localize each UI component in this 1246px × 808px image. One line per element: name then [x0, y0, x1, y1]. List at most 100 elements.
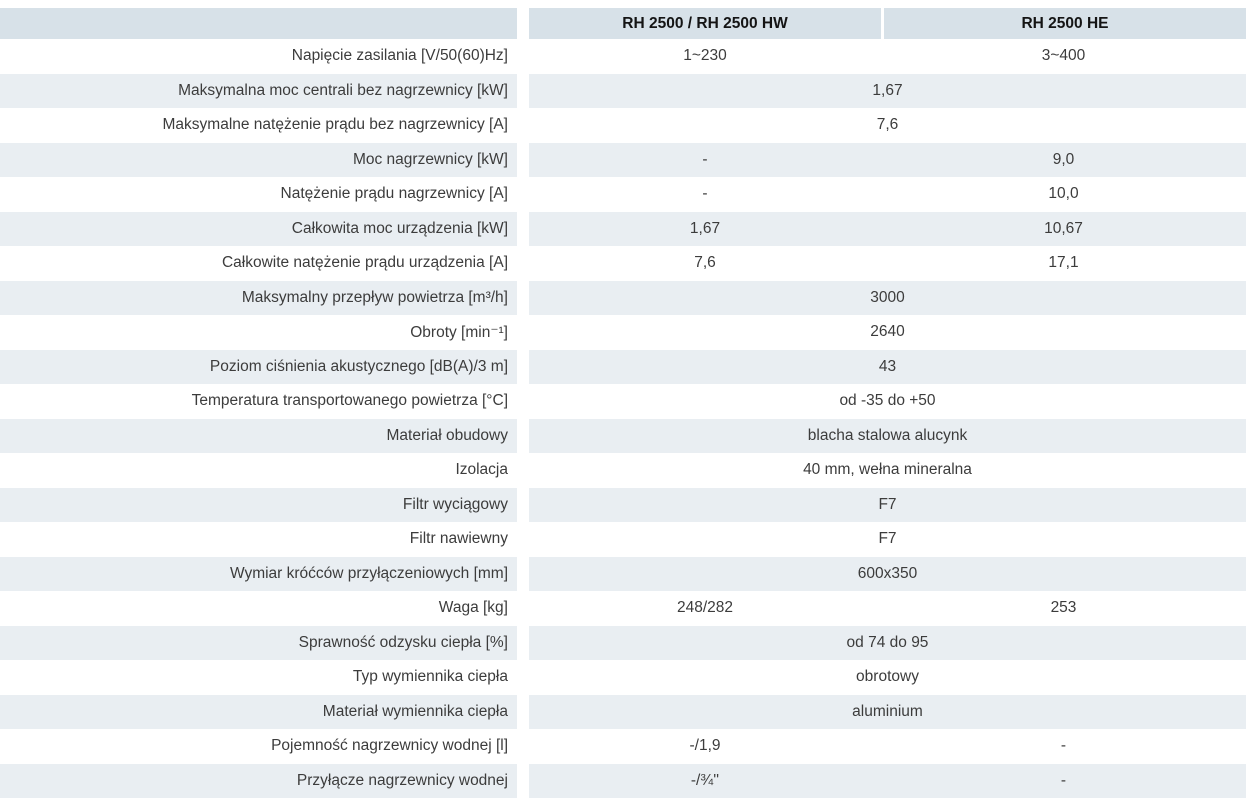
row-value-spanned: 3000: [870, 288, 905, 306]
row-values: 2640: [529, 315, 1246, 350]
table-row: Obroty [min⁻¹] 2640: [0, 315, 1246, 350]
row-label: Natężenie prądu nagrzewnicy [A]: [280, 185, 508, 203]
row-value-col2: -: [1060, 737, 1067, 755]
row-values: 7,6 17,1: [529, 246, 1246, 281]
row-label: Waga [kg]: [438, 599, 508, 617]
table-row: Waga [kg] 248/282 253: [0, 591, 1246, 626]
row-values: obrotowy: [529, 660, 1246, 695]
table-row: Temperatura transportowanego powietrza […: [0, 384, 1246, 419]
column-gutter: [517, 384, 529, 419]
row-label: Poziom ciśnienia akustycznego [dB(A)/3 m…: [0, 349, 517, 384]
table-row: Moc nagrzewnicy [kW] - 9,0: [0, 142, 1246, 177]
column-gutter: [517, 591, 529, 626]
table-row: Filtr nawiewny F7: [0, 522, 1246, 557]
row-values: F7: [529, 487, 1246, 522]
table-row: Napięcie zasilania [V/50(60)Hz] 1~230 3~40…: [0, 39, 1246, 74]
row-values: blacha stalowa alucynk: [529, 418, 1246, 453]
row-values: 40 mm, wełna mineralna: [529, 453, 1246, 488]
column-gutter: [517, 556, 529, 591]
row-label: Całkowita moc urządzenia [kW]: [0, 211, 517, 246]
row-value-spanned: 1,67: [872, 81, 903, 99]
row-value-spanned: 2640: [870, 323, 905, 341]
spec-table: RH 2500 / RH 2500 HW RH 2500 HE Napięcie…: [0, 8, 1246, 798]
row-values: 7,6: [529, 108, 1246, 143]
table-row: Typ wymiennika ciepła obrotowy: [0, 660, 1246, 695]
column-gutter: [517, 487, 529, 522]
row-value-spanned: 600x350: [857, 564, 918, 582]
table-row: Maksymalne natężenie prądu bez nagrzewni…: [0, 108, 1246, 143]
row-label: Pojemność nagrzewnicy wodnej [l]: [271, 737, 508, 755]
column-gutter: [517, 625, 529, 660]
column-gutter: [517, 39, 529, 74]
table-row: Całkowite natężenie prądu urządzenia [A]…: [0, 246, 1246, 281]
table-row: Izolacja 40 mm, wełna mineralna: [0, 453, 1246, 488]
row-value-spanned: F7: [878, 530, 897, 548]
row-label: Moc nagrzewnicy [kW]: [0, 142, 517, 177]
row-values: F7: [529, 522, 1246, 557]
row-values: - 9,0: [529, 142, 1246, 177]
row-label: Przyłącze nagrzewnicy wodnej: [0, 763, 517, 798]
row-values: 248/282 253: [529, 591, 1246, 626]
row-value-col1: -/¾'': [690, 771, 720, 789]
column-gutter: [517, 142, 529, 177]
row-values: 600x350: [529, 556, 1246, 591]
header-values: RH 2500 / RH 2500 HW RH 2500 HE: [529, 8, 1246, 39]
table-row: Całkowita moc urządzenia [kW] 1,67 10,67: [0, 211, 1246, 246]
row-value-col2: 17,1: [1048, 254, 1079, 272]
column-gutter: [517, 453, 529, 488]
row-value-spanned: obrotowy: [856, 668, 919, 686]
row-label: Typ wymiennika ciepła: [352, 668, 508, 686]
row-value-col1: 248/282: [676, 599, 734, 617]
table-row: Materiał wymiennika ciepła aluminium: [0, 694, 1246, 729]
row-value-col2: 9,0: [1052, 150, 1075, 168]
row-value-col1: -: [702, 150, 708, 168]
row-label: Izolacja: [455, 461, 508, 479]
column-header-model-1: RH 2500 / RH 2500 HW: [529, 8, 881, 39]
row-label: Całkowite natężenie prądu urządzenia [A]: [221, 254, 508, 272]
table-row: Maksymalny przepływ powietrza [m³/h] 3000: [0, 280, 1246, 315]
row-label: Maksymalny przepływ powietrza [m³/h]: [0, 280, 517, 315]
row-label: Napięcie zasilania [V/50(60)Hz]: [291, 47, 508, 65]
column-gutter: [517, 177, 529, 212]
row-label: Maksymalne natężenie prądu bez nagrzewni…: [162, 116, 509, 134]
column-gutter: [517, 660, 529, 695]
column-header-model-2: RH 2500 HE: [884, 8, 1246, 39]
row-label: Filtr wyciągowy: [0, 487, 517, 522]
column-gutter: [517, 315, 529, 350]
row-value-spanned: 7,6: [876, 116, 899, 134]
row-values: -/1,9 -: [529, 729, 1246, 764]
row-values: od -35 do +50: [529, 384, 1246, 419]
column-gutter: [517, 108, 529, 143]
table-row: Maksymalna moc centrali bez nagrzewnicy …: [0, 73, 1246, 108]
table-row: Pojemność nagrzewnicy wodnej [l] -/1,9 -: [0, 729, 1246, 764]
column-gutter: [517, 522, 529, 557]
row-value-spanned: aluminium: [852, 702, 923, 720]
row-values: 43: [529, 349, 1246, 384]
row-values: 1,67: [529, 73, 1246, 108]
row-value-col1: -: [702, 185, 708, 203]
row-values: 1~230 3~400: [529, 39, 1246, 74]
table-row: Materiał obudowy blacha stalowa alucynk: [0, 418, 1246, 453]
row-values: 1,67 10,67: [529, 211, 1246, 246]
table-row: Poziom ciśnienia akustycznego [dB(A)/3 m…: [0, 349, 1246, 384]
row-label: Filtr nawiewny: [409, 530, 508, 548]
column-gutter: [517, 246, 529, 281]
row-value-col1: 1~230: [683, 47, 727, 65]
column-gutter: [517, 729, 529, 764]
column-gutter: [517, 763, 529, 798]
row-values: od 74 do 95: [529, 625, 1246, 660]
row-value-col2: 10,0: [1048, 185, 1079, 203]
row-value-spanned: blacha stalowa alucynk: [807, 426, 968, 444]
row-value-spanned: 40 mm, wełna mineralna: [803, 461, 972, 479]
column-gutter: [517, 418, 529, 453]
row-value-col2: 253: [1050, 599, 1077, 617]
row-value-spanned: 43: [878, 357, 897, 375]
column-gutter: [517, 73, 529, 108]
table-row: Wymiar króćców przyłączeniowych [mm] 600x…: [0, 556, 1246, 591]
row-values: -/¾'' -: [529, 763, 1246, 798]
column-gutter: [517, 349, 529, 384]
row-label: Wymiar króćców przyłączeniowych [mm]: [0, 556, 517, 591]
table-row: Sprawność odzysku ciepła [%] od 74 do 95: [0, 625, 1246, 660]
column-gutter: [517, 280, 529, 315]
row-label: Obroty [min⁻¹]: [410, 323, 508, 341]
